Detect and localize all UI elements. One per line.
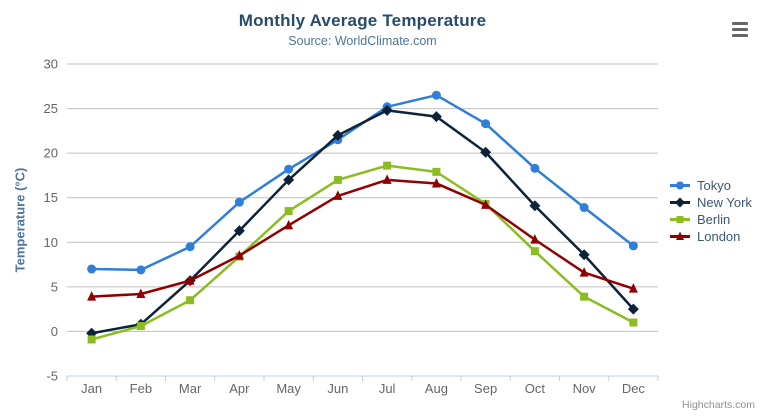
- marker-diamond[interactable]: [381, 104, 393, 116]
- marker-square[interactable]: [580, 292, 589, 301]
- chart-subtitle: Source: WorldClimate.com: [288, 34, 437, 48]
- legend: Tokyo New York Berlin London: [669, 177, 752, 245]
- series-line[interactable]: [90, 178, 635, 298]
- y-axis-label: 30: [44, 57, 58, 72]
- marker-circle[interactable]: [234, 197, 244, 207]
- legend-marker-triangle-icon: [670, 231, 690, 241]
- marker-circle[interactable]: [284, 164, 294, 174]
- legend-item-berlin[interactable]: Berlin: [669, 211, 752, 228]
- marker-diamond[interactable]: [430, 111, 442, 123]
- y-axis-label: 0: [51, 324, 58, 339]
- legend-item-label: New York: [697, 195, 752, 210]
- marker-triangle[interactable]: [579, 267, 589, 277]
- marker-diamond[interactable]: [675, 197, 685, 208]
- marker-circle[interactable]: [481, 119, 491, 129]
- marker-square[interactable]: [186, 296, 195, 305]
- marker-square[interactable]: [383, 161, 392, 170]
- marker-circle[interactable]: [185, 242, 195, 252]
- marker-triangle[interactable]: [136, 288, 146, 298]
- series-line[interactable]: [90, 109, 635, 335]
- legend-item-new-york[interactable]: New York: [669, 194, 752, 211]
- series-line[interactable]: [90, 93, 635, 272]
- marker-diamond[interactable]: [233, 225, 245, 237]
- legend-marker-square-icon: [670, 216, 690, 223]
- marker-triangle[interactable]: [333, 190, 343, 200]
- marker-diamond[interactable]: [529, 200, 541, 212]
- y-axis-label: -5: [46, 369, 58, 384]
- legend-item-london[interactable]: London: [669, 228, 752, 245]
- marker-square[interactable]: [676, 216, 684, 223]
- marker-square[interactable]: [432, 167, 441, 176]
- marker-diamond[interactable]: [480, 146, 492, 158]
- marker-diamond[interactable]: [578, 249, 590, 261]
- series-new-york[interactable]: [86, 104, 639, 339]
- series-line[interactable]: [90, 164, 635, 341]
- marker-triangle[interactable]: [431, 177, 441, 188]
- marker-square[interactable]: [136, 322, 145, 331]
- marker-diamond[interactable]: [627, 303, 639, 315]
- marker-circle[interactable]: [136, 265, 146, 275]
- legend-item-label: Berlin: [697, 212, 731, 227]
- marker-triangle[interactable]: [87, 291, 97, 301]
- marker-circle[interactable]: [431, 90, 441, 100]
- x-axis-label: Nov: [573, 381, 597, 396]
- hamburger-icon: [732, 22, 748, 25]
- marker-circle[interactable]: [676, 181, 684, 190]
- chart-title: Monthly Average Temperature: [238, 11, 487, 30]
- marker-triangle[interactable]: [676, 231, 684, 241]
- marker-circle[interactable]: [628, 241, 638, 251]
- marker-square[interactable]: [87, 335, 96, 344]
- y-axis-label: 15: [44, 190, 58, 205]
- legend-marker-circle-icon: [670, 181, 690, 190]
- x-axis-label: Mar: [179, 381, 202, 396]
- marker-circle[interactable]: [530, 163, 540, 173]
- marker-triangle[interactable]: [185, 275, 195, 285]
- legend-item-label: Tokyo: [697, 178, 731, 193]
- x-axis-label: Dec: [622, 381, 646, 396]
- marker-circle[interactable]: [579, 203, 589, 213]
- x-axis-label: Sep: [474, 381, 497, 396]
- hamburger-icon: [732, 34, 748, 37]
- context-menu-button[interactable]: [732, 22, 749, 37]
- marker-square[interactable]: [284, 207, 293, 216]
- y-axis-label: 25: [44, 101, 58, 116]
- x-axis-label: May: [276, 381, 301, 396]
- marker-square[interactable]: [530, 247, 539, 256]
- y-axis-label: 20: [44, 146, 58, 161]
- credits-link[interactable]: Highcharts.com: [682, 399, 755, 411]
- y-axis-title: Temperature (°C): [12, 167, 28, 273]
- legend-item-label: London: [697, 229, 741, 244]
- series-tokyo[interactable]: [87, 90, 638, 275]
- x-axis-label: Aug: [425, 381, 448, 396]
- x-axis-label: Oct: [525, 381, 546, 396]
- marker-triangle[interactable]: [628, 283, 638, 293]
- y-axis-label: 5: [51, 279, 58, 294]
- marker-square[interactable]: [629, 318, 638, 327]
- marker-diamond[interactable]: [283, 174, 295, 186]
- marker-triangle[interactable]: [234, 250, 244, 260]
- legend-marker-diamond-icon: [670, 197, 690, 208]
- marker-triangle[interactable]: [481, 199, 491, 209]
- marker-square[interactable]: [333, 175, 342, 184]
- marker-triangle[interactable]: [382, 174, 392, 184]
- series-london[interactable]: [87, 174, 638, 301]
- x-axis-label: Jan: [81, 381, 102, 396]
- marker-diamond[interactable]: [332, 129, 344, 141]
- x-axis-label: Apr: [229, 381, 250, 396]
- marker-triangle[interactable]: [530, 234, 540, 244]
- marker-triangle[interactable]: [284, 219, 294, 230]
- x-axis-label: Jun: [327, 381, 348, 396]
- x-axis-label: Jul: [379, 381, 396, 396]
- marker-circle[interactable]: [87, 264, 97, 274]
- x-axis-label: Feb: [130, 381, 152, 396]
- legend-item-tokyo[interactable]: Tokyo: [669, 177, 752, 194]
- y-axis-label: 10: [44, 235, 58, 250]
- hamburger-icon: [732, 28, 748, 31]
